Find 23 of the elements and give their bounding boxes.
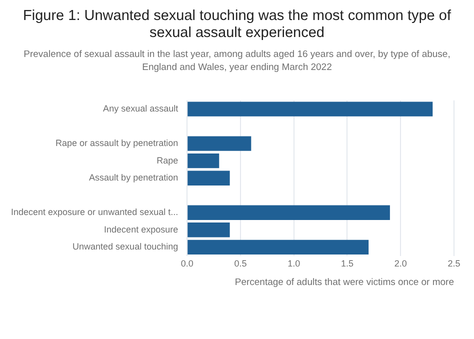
x-tick-label: 2.5: [448, 258, 460, 269]
y-tick-label: Assault by penetration: [89, 172, 178, 183]
x-tick-label: 1.5: [340, 258, 354, 269]
bar: [188, 102, 433, 116]
x-axis-title: Percentage of adults that were victims once or more: [234, 276, 454, 288]
x-tick-label: 0.0: [180, 258, 194, 269]
bar: [188, 136, 252, 151]
x-tick-label: 0.5: [234, 258, 247, 269]
y-tick-label: Unwanted sexual touching: [72, 242, 178, 252]
y-tick-label: Any sexual assault: [103, 104, 179, 114]
y-tick-label: Indecent exposure or unwanted sexual t...: [10, 207, 178, 218]
bar: [188, 153, 220, 168]
chart-subtitle: Prevalence of sexual assault in the last year, among adults aged 16 years and over, by type of abuse, England and Wales, year ending March 2022: [22, 48, 452, 74]
bar: [188, 170, 230, 186]
chart-title: Figure 1: Unwanted sexual touching was the most common type of sexual assault experienced: [22, 8, 452, 42]
x-tick-label: 1.0: [288, 258, 300, 269]
bar: [188, 205, 390, 220]
y-tick-label: Rape: [156, 155, 178, 166]
y-tick-label: Indecent exposure: [104, 224, 178, 234]
bar: [188, 222, 230, 238]
bar: [188, 240, 369, 255]
x-tick-label: 2.0: [394, 258, 407, 269]
y-tick-label: Rape or assault by penetration: [56, 138, 178, 148]
